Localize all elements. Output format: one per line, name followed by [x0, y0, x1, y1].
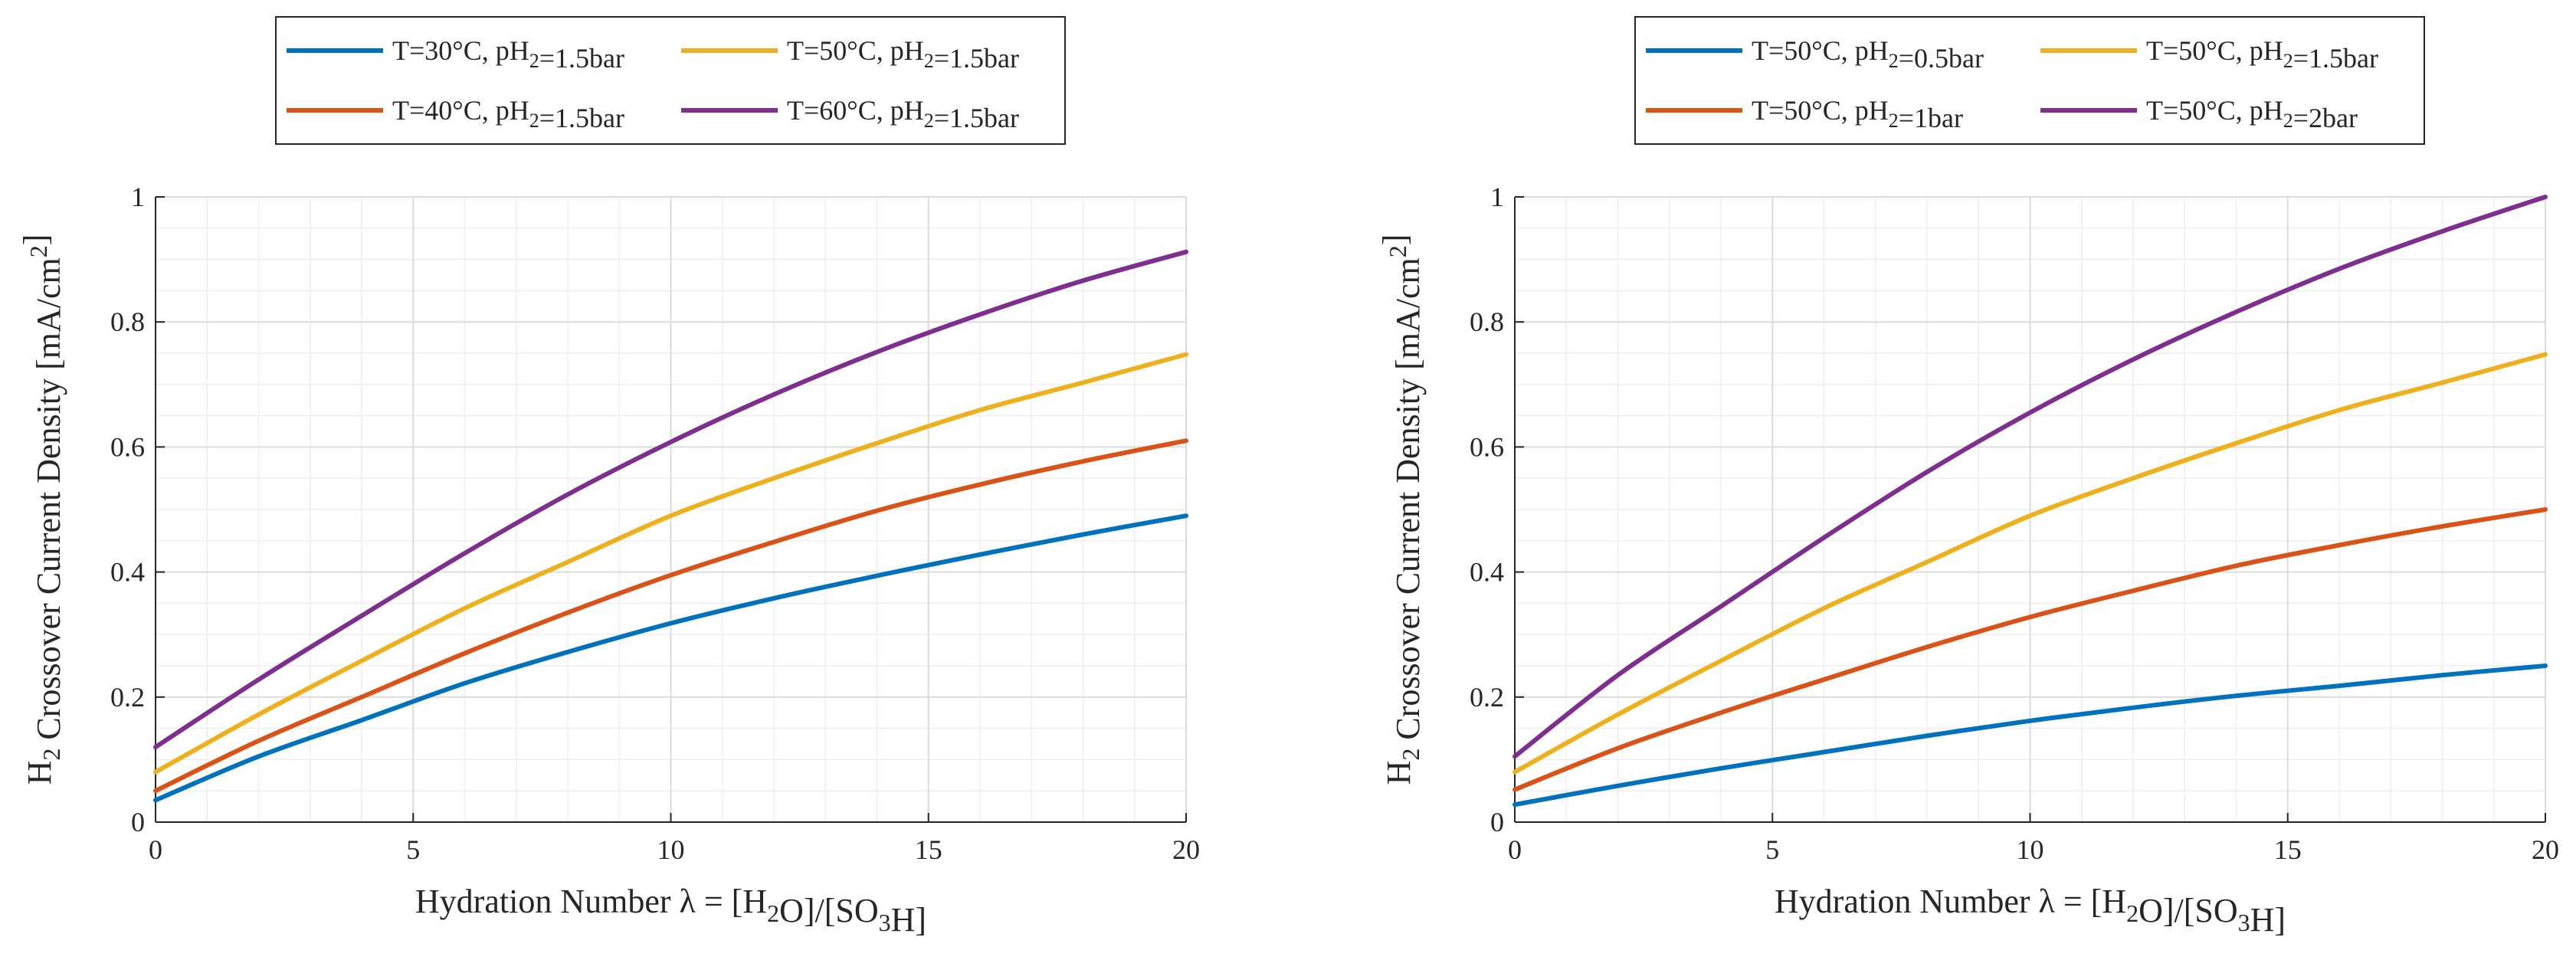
legend-label-4: T=60°C, pH2=1.5bar	[787, 95, 1019, 133]
legend-label-2: T=50°C, pH2=1.5bar	[2146, 35, 2378, 74]
y-tick-label: 0.2	[110, 682, 145, 713]
series-line-3	[153, 438, 1188, 794]
y-tick-label: 0	[131, 807, 145, 837]
x-axis-label: Hydration Number λ = [H2O]/[SO3H]	[1775, 883, 2286, 939]
legend-label-2: T=50°C, pH2=1.5bar	[787, 35, 1019, 74]
x-tick-label: 5	[406, 834, 420, 865]
x-tick-label: 20	[2532, 834, 2559, 865]
legend-box	[1634, 16, 2425, 145]
legend-label-1: T=30°C, pH2=1.5bar	[392, 35, 624, 74]
y-tick-label: 1	[1490, 182, 1504, 212]
series-line-1	[153, 513, 1188, 803]
y-tick-label: 0.2	[1470, 682, 1504, 713]
x-tick-label: 15	[915, 834, 942, 865]
series-line-2	[1512, 352, 2548, 775]
series-line-3	[1512, 507, 2548, 792]
y-tick-label: 0.6	[1470, 431, 1504, 462]
y-tick-label: 0.4	[1470, 557, 1504, 588]
x-tick-label: 10	[2017, 834, 2044, 865]
y-axis-label: H2 Crossover Current Density [mA/cm2]	[1376, 234, 1427, 785]
x-tick-label: 15	[2274, 834, 2302, 865]
y-axis-label: H2 Crossover Current Density [mA/cm2]	[17, 234, 67, 785]
series-line-2	[153, 352, 1188, 775]
y-tick-label: 0.6	[110, 431, 145, 462]
legend-label-4: T=50°C, pH2=2bar	[2146, 95, 2358, 133]
x-tick-label: 0	[149, 834, 162, 865]
series-line-4	[153, 249, 1188, 750]
legend: T=30°C, pH2=1.5bar T=50°C, pH2=1.5bar T=40…	[275, 16, 1066, 145]
x-tick-label: 20	[1172, 834, 1200, 865]
chart-1: 0 5 10 15 20 0 0.2 0.4 0.6 0.8 1 Hydration Number λ…	[17, 16, 1200, 939]
legend: T=50°C, pH2=0.5bar T=50°C, pH2=1.5bar T=50…	[1634, 16, 2425, 145]
series-line-1	[1512, 663, 2548, 808]
legend-label-3: T=40°C, pH2=1.5bar	[392, 95, 624, 133]
y-tick-label: 1	[131, 182, 145, 212]
series-line-4	[1512, 195, 2548, 759]
y-tick-label: 0	[1490, 807, 1504, 837]
legend-box	[275, 16, 1066, 145]
y-tick-label: 0.4	[110, 557, 145, 588]
y-tick-label: 0.8	[1470, 306, 1504, 337]
legend-label-1: T=50°C, pH2=0.5bar	[1752, 35, 1984, 74]
chart-2: 0 5 10 15 20 0 0.2 0.4 0.6 0.8 1 Hydration Number λ…	[1376, 16, 2559, 939]
x-axis-label: Hydration Number λ = [H2O]/[SO3H]	[415, 883, 926, 939]
x-tick-label: 0	[1508, 834, 1522, 865]
x-tick-label: 10	[657, 834, 685, 865]
y-tick-label: 0.8	[110, 306, 145, 337]
x-tick-label: 5	[1765, 834, 1779, 865]
legend-label-3: T=50°C, pH2=1bar	[1752, 95, 1963, 133]
